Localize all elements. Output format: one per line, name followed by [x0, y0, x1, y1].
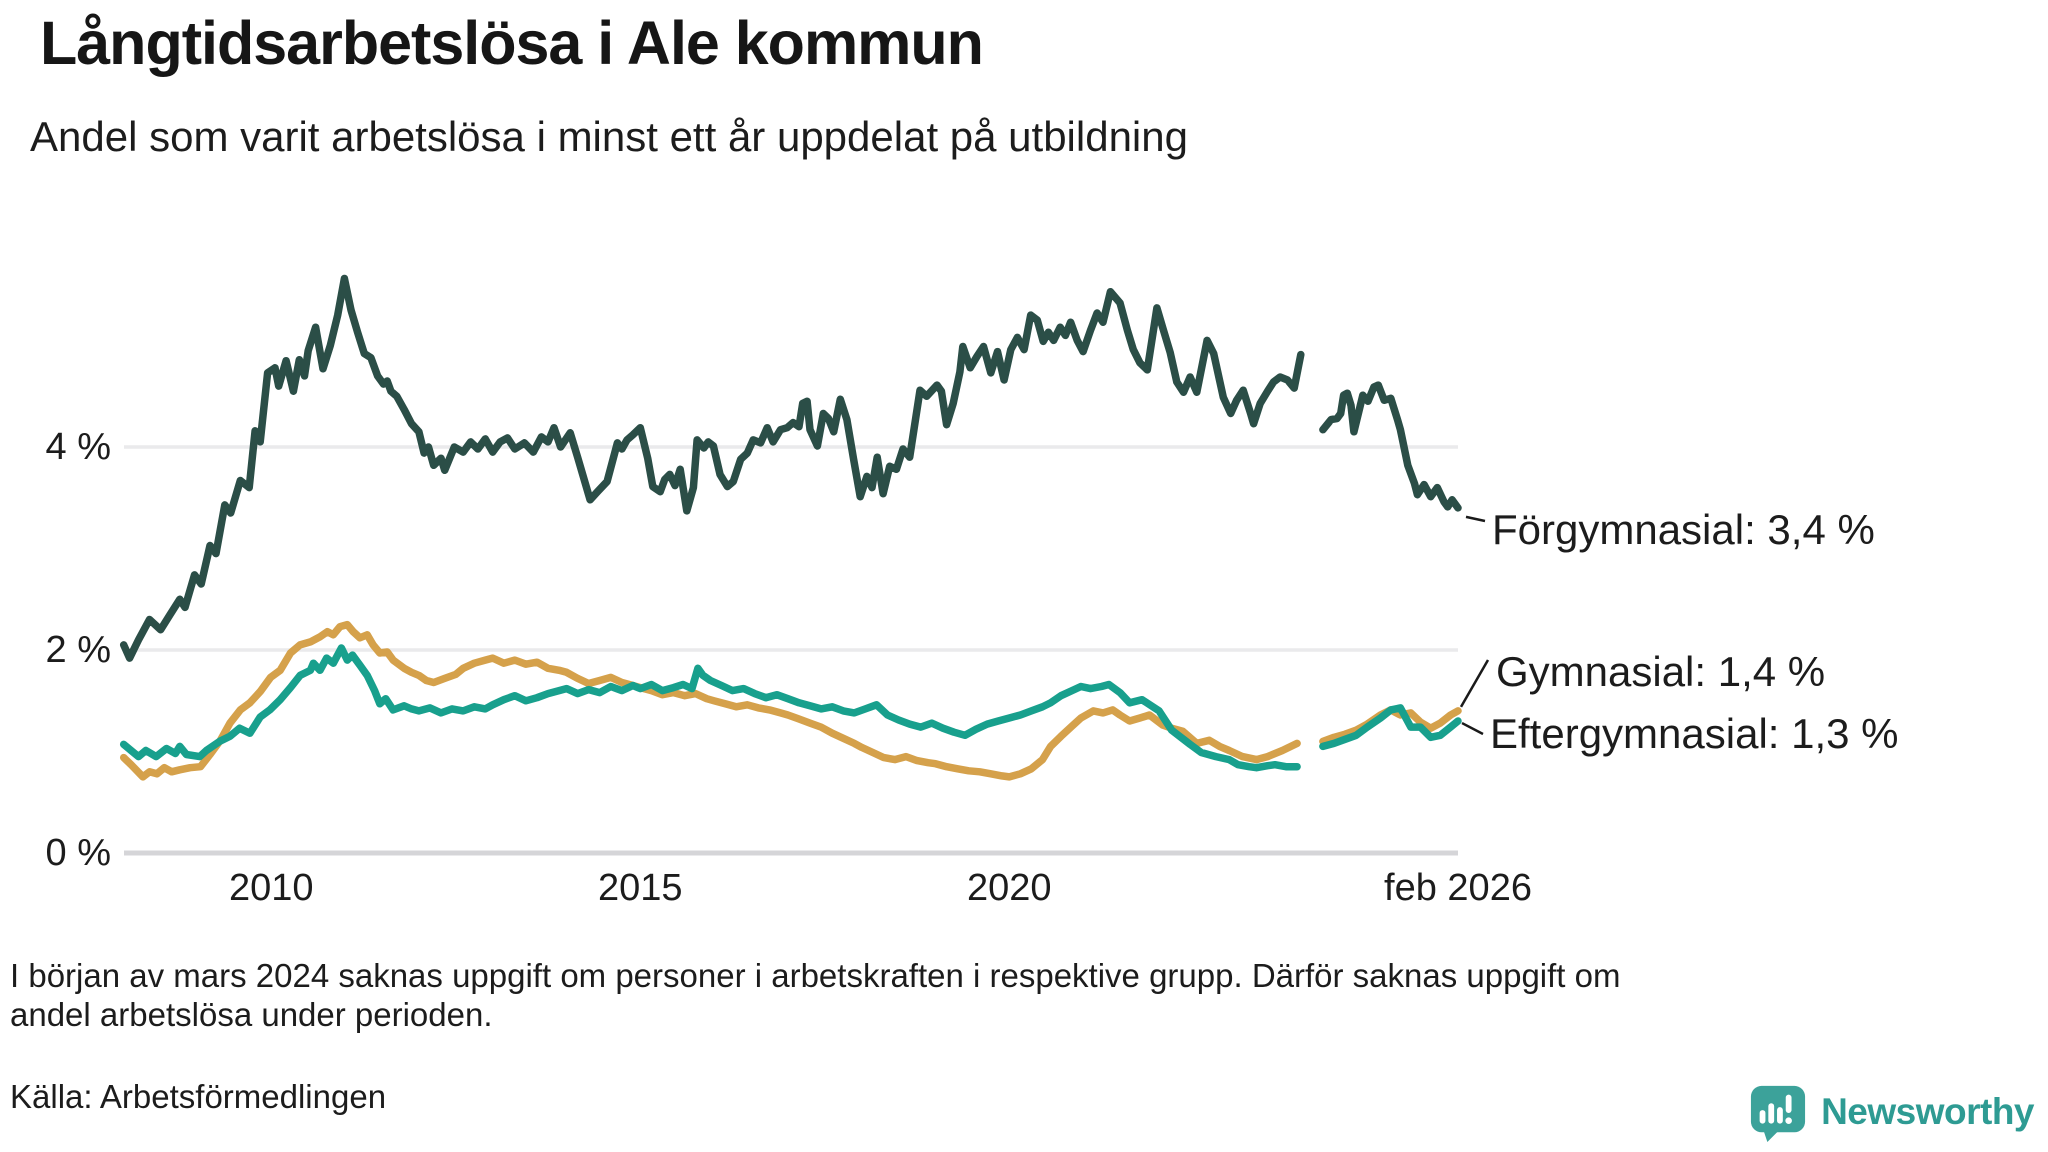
footnote: I början av mars 2024 saknas uppgift om … [10, 956, 1621, 1034]
y-axis-tick-0: 0 % [45, 832, 111, 874]
footnote-line-1: I början av mars 2024 saknas uppgift om … [10, 957, 1621, 994]
y-axis-tick-2: 2 % [45, 629, 111, 671]
x-axis-tick-2015: 2015 [598, 867, 683, 909]
series-end-label-eftergymnasial: Eftergymnasial: 1,3 % [1490, 710, 1899, 757]
source-note: Källa: Arbetsförmedlingen [10, 1078, 387, 1115]
x-axis-tick-feb-2026: feb 2026 [1384, 867, 1532, 909]
series-end-label-gymnasial: Gymnasial: 1,4 % [1496, 648, 1826, 695]
footnote-line-2: andel arbetslösa under perioden. [10, 996, 493, 1033]
page-title: Långtidsarbetslösa i Ale kommun [40, 9, 984, 77]
page-subtitle: Andel som varit arbetslösa i minst ett å… [30, 113, 1188, 160]
x-axis-tick-2020: 2020 [967, 867, 1052, 909]
x-axis-tick-2010: 2010 [229, 867, 314, 909]
newsworthy-brand-text: Newsworthy [1821, 1091, 2034, 1132]
newsworthy-logo: Newsworthy [1749, 1082, 2034, 1142]
newsworthy-logo-icon [1750, 1085, 1806, 1142]
y-axis-tick-4: 4 % [45, 426, 111, 468]
series-end-label-forgymnasial: Förgymnasial: 3,4 % [1492, 506, 1875, 553]
